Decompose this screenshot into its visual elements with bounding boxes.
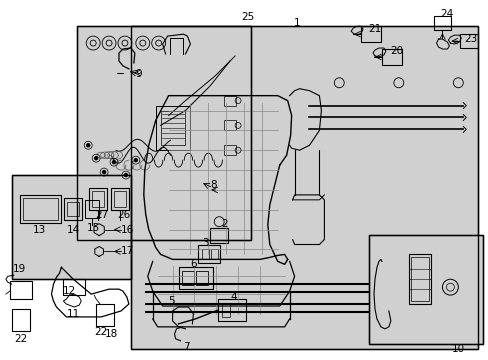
Text: 7: 7 xyxy=(183,342,189,352)
Circle shape xyxy=(124,174,127,176)
Bar xyxy=(111,188,129,210)
Bar xyxy=(67,202,79,216)
Text: 21: 21 xyxy=(367,24,381,34)
Bar xyxy=(202,249,209,260)
Bar xyxy=(224,96,236,105)
Bar xyxy=(224,121,236,130)
Bar xyxy=(161,111,185,145)
Text: 8: 8 xyxy=(209,180,216,190)
Bar xyxy=(77,26,250,239)
Text: 1: 1 xyxy=(294,18,300,28)
Circle shape xyxy=(112,161,115,164)
Bar xyxy=(224,145,236,155)
Text: 22: 22 xyxy=(94,327,107,337)
Text: 15: 15 xyxy=(86,222,100,233)
Bar xyxy=(360,26,380,42)
Bar xyxy=(218,299,245,321)
Circle shape xyxy=(102,171,105,174)
Text: 9: 9 xyxy=(135,69,142,79)
Bar xyxy=(22,198,59,220)
Bar xyxy=(222,303,230,317)
Bar xyxy=(210,228,228,243)
Bar xyxy=(459,34,477,48)
Text: 6: 6 xyxy=(190,259,196,269)
Text: 4: 4 xyxy=(230,292,237,302)
Bar xyxy=(178,267,213,289)
Text: 10: 10 xyxy=(451,344,464,354)
Bar xyxy=(410,257,427,301)
Circle shape xyxy=(86,144,89,147)
Text: 27: 27 xyxy=(95,210,108,220)
Bar xyxy=(12,175,131,279)
Bar xyxy=(368,235,482,344)
Bar xyxy=(198,246,220,264)
Bar xyxy=(381,49,401,65)
Text: 26: 26 xyxy=(117,210,130,220)
Bar xyxy=(63,279,85,295)
Circle shape xyxy=(95,157,98,159)
Text: 22: 22 xyxy=(14,334,27,344)
Bar xyxy=(155,105,190,150)
Bar xyxy=(182,271,194,285)
Text: 24: 24 xyxy=(439,9,452,19)
Text: 17: 17 xyxy=(121,247,134,256)
Text: 23: 23 xyxy=(464,34,477,44)
Bar xyxy=(131,26,477,349)
Bar xyxy=(96,304,114,326)
Bar xyxy=(12,309,30,331)
Text: 12: 12 xyxy=(62,286,76,296)
Bar xyxy=(77,26,250,239)
Text: 18: 18 xyxy=(104,329,118,339)
Text: 5: 5 xyxy=(168,296,175,306)
Text: 16: 16 xyxy=(121,225,134,235)
Bar xyxy=(114,191,126,207)
Bar xyxy=(64,198,82,220)
Text: 11: 11 xyxy=(66,309,80,319)
Text: 25: 25 xyxy=(241,12,254,22)
Text: 14: 14 xyxy=(66,225,80,235)
Bar xyxy=(211,249,218,260)
Bar xyxy=(368,235,482,344)
Bar xyxy=(89,188,107,210)
Bar xyxy=(10,281,32,299)
Text: 3: 3 xyxy=(202,238,208,248)
Text: 19: 19 xyxy=(13,264,26,274)
Bar xyxy=(85,200,99,218)
Bar xyxy=(92,191,104,207)
Bar xyxy=(408,255,429,304)
Text: 13: 13 xyxy=(33,225,46,235)
Bar xyxy=(433,16,450,30)
Text: 20: 20 xyxy=(389,46,403,56)
Bar xyxy=(20,195,61,223)
Text: 2: 2 xyxy=(221,219,227,229)
Bar xyxy=(196,271,208,285)
Circle shape xyxy=(134,159,137,162)
Bar xyxy=(12,175,131,279)
Bar xyxy=(131,26,477,349)
